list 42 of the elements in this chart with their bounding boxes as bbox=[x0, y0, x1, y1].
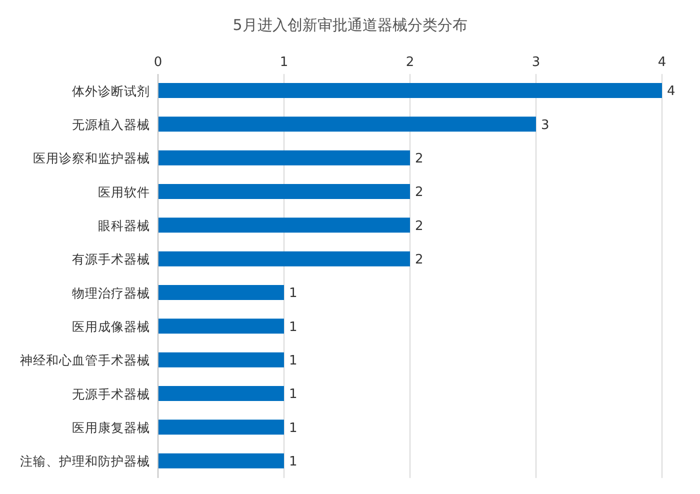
data-label: 1 bbox=[289, 420, 298, 436]
bar bbox=[158, 251, 410, 266]
y-tick-label: 无源手术器械 bbox=[72, 386, 150, 402]
bar bbox=[158, 184, 410, 199]
bar bbox=[158, 218, 410, 233]
bar bbox=[158, 318, 284, 334]
bar bbox=[158, 386, 284, 401]
data-label: 2 bbox=[415, 151, 424, 166]
y-tick-label: 注输、护理和防护器械 bbox=[20, 454, 150, 469]
y-tick-label: 有源手术器械 bbox=[72, 252, 150, 267]
y-tick-label: 医用康复器械 bbox=[72, 420, 150, 435]
chart-title: 5月进入创新审批通道器械分类分布 bbox=[232, 15, 468, 36]
data-label: 4 bbox=[667, 84, 676, 100]
data-label: 1 bbox=[289, 320, 298, 335]
bar bbox=[158, 83, 662, 98]
x-tick-label: 0 bbox=[154, 55, 162, 70]
bar bbox=[158, 420, 284, 435]
y-tick-label: 眼科器械 bbox=[98, 218, 150, 233]
x-tick-label: 3 bbox=[532, 55, 540, 70]
x-tick-label: 2 bbox=[406, 55, 414, 70]
data-label: 2 bbox=[415, 218, 424, 234]
data-label: 1 bbox=[289, 286, 298, 302]
x-tick-label: 4 bbox=[658, 55, 666, 70]
y-tick-label: 医用成像器械 bbox=[72, 318, 150, 334]
bar bbox=[158, 352, 284, 368]
y-tick-label: 物理治疗器械 bbox=[72, 285, 150, 300]
bar bbox=[158, 150, 410, 166]
data-label: 1 bbox=[289, 353, 298, 368]
y-tick-label: 医用软件 bbox=[98, 184, 150, 200]
x-tick-label: 1 bbox=[280, 55, 288, 70]
y-tick-label: 无源植入器械 bbox=[72, 116, 150, 132]
bar bbox=[158, 285, 284, 300]
data-label: 1 bbox=[289, 454, 298, 470]
y-tick-label: 医用诊察和监护器械 bbox=[33, 150, 150, 166]
data-label: 2 bbox=[415, 185, 424, 200]
data-label: 3 bbox=[541, 118, 550, 133]
data-label: 1 bbox=[289, 387, 298, 402]
bar bbox=[158, 453, 284, 468]
y-tick-label: 神经和心血管手术器械 bbox=[20, 352, 150, 368]
bar bbox=[158, 116, 536, 132]
y-tick-label: 体外诊断试剂 bbox=[72, 83, 150, 98]
data-label: 2 bbox=[415, 252, 424, 268]
